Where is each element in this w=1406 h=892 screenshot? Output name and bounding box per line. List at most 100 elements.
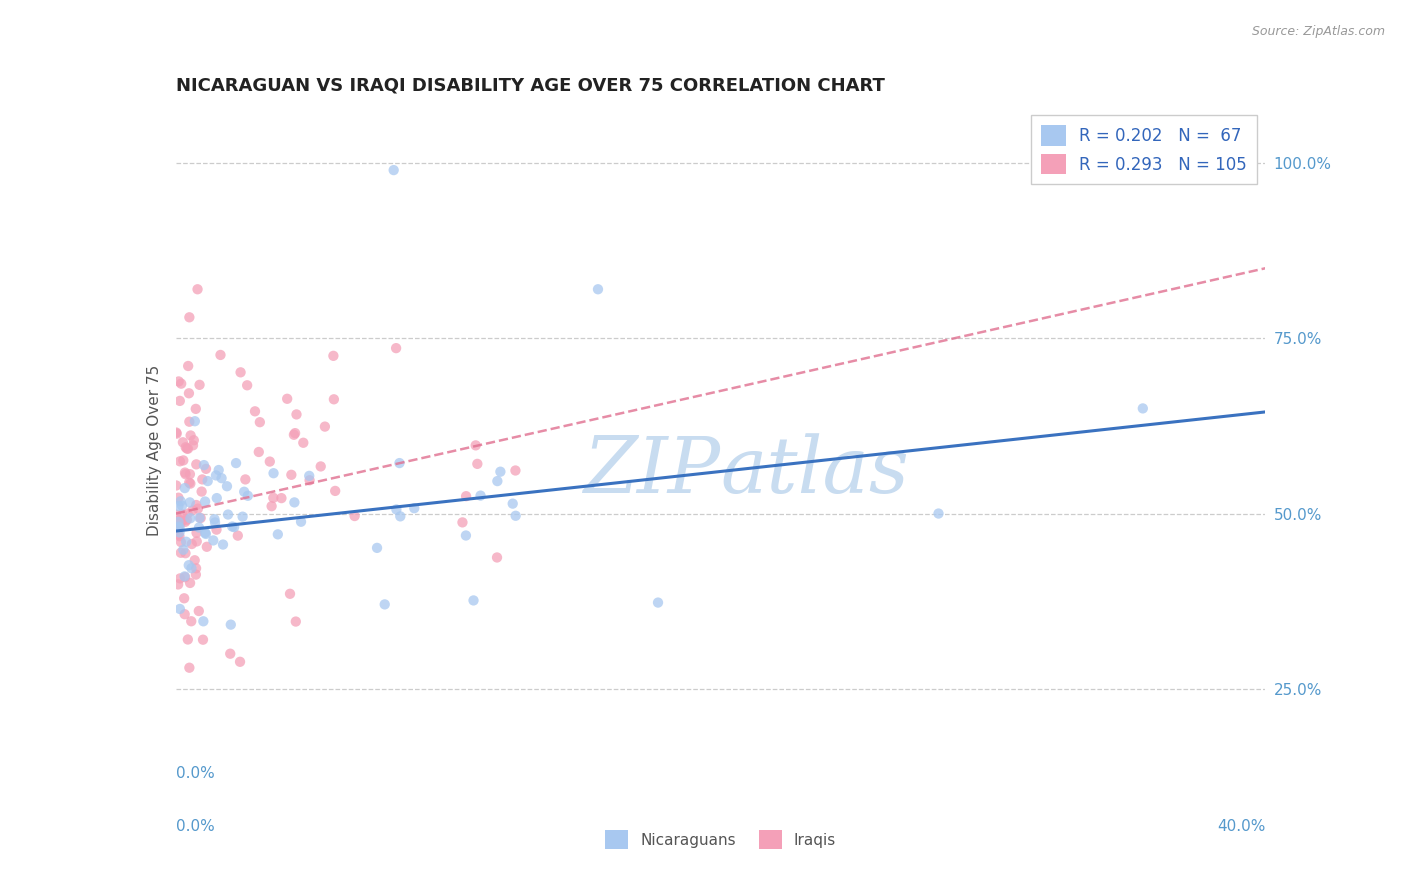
Iraqis xyxy=(184,561,207,575)
Nicaraguans xyxy=(205,491,228,505)
Iraqis xyxy=(173,591,195,606)
Iraqis xyxy=(174,466,197,480)
Iraqis xyxy=(167,577,190,591)
Nicaraguans xyxy=(404,501,426,516)
Iraqis xyxy=(169,513,191,527)
Iraqis xyxy=(174,546,197,560)
Iraqis xyxy=(170,546,193,560)
Iraqis xyxy=(219,647,242,661)
Iraqis xyxy=(188,377,211,392)
Nicaraguans xyxy=(225,456,247,470)
Nicaraguans xyxy=(470,489,492,503)
Iraqis xyxy=(235,472,257,486)
Nicaraguans xyxy=(193,458,215,472)
Iraqis xyxy=(314,419,336,434)
Nicaraguans xyxy=(263,467,285,481)
Iraqis xyxy=(247,445,270,459)
Text: NICARAGUAN VS IRAQI DISABILITY AGE OVER 75 CORRELATION CHART: NICARAGUAN VS IRAQI DISABILITY AGE OVER … xyxy=(176,77,884,95)
Iraqis xyxy=(176,507,198,521)
Nicaraguans xyxy=(219,617,242,632)
Iraqis xyxy=(186,498,208,512)
Iraqis xyxy=(176,513,198,527)
Iraqis xyxy=(173,607,195,622)
Iraqis xyxy=(276,392,298,406)
Iraqis xyxy=(243,404,266,418)
Iraqis xyxy=(190,484,212,499)
Iraqis xyxy=(284,426,307,441)
Iraqis xyxy=(298,473,321,487)
Nicaraguans xyxy=(236,489,259,503)
Iraqis xyxy=(179,415,201,429)
Iraqis xyxy=(169,529,191,543)
Iraqis xyxy=(180,537,202,551)
Iraqis xyxy=(260,499,283,513)
Iraqis xyxy=(169,516,191,531)
Nicaraguans xyxy=(173,481,195,495)
Iraqis xyxy=(174,515,197,529)
Iraqis xyxy=(323,483,346,498)
Nicaraguans xyxy=(202,533,225,548)
Nicaraguans xyxy=(177,558,200,573)
Iraqis xyxy=(280,467,302,482)
Nicaraguans xyxy=(211,471,233,485)
Nicaraguans xyxy=(283,495,305,509)
Iraqis xyxy=(170,535,193,549)
Iraqis xyxy=(195,462,218,476)
Nicaraguans xyxy=(174,534,197,549)
Iraqis xyxy=(186,458,208,472)
Iraqis xyxy=(309,459,332,474)
Nicaraguans xyxy=(463,593,485,607)
Iraqis xyxy=(229,365,252,379)
Iraqis xyxy=(205,523,228,537)
Iraqis xyxy=(183,553,205,567)
Iraqis xyxy=(226,528,249,542)
Text: 40.0%: 40.0% xyxy=(1218,819,1265,834)
Iraqis xyxy=(174,440,197,454)
Iraqis xyxy=(177,386,200,401)
Nicaraguans xyxy=(184,414,207,428)
Iraqis xyxy=(172,514,194,528)
Iraqis xyxy=(184,567,207,582)
Nicaraguans xyxy=(208,463,231,477)
Iraqis xyxy=(174,570,197,584)
Nicaraguans xyxy=(205,468,228,483)
Iraqis xyxy=(186,282,209,296)
Iraqis xyxy=(236,378,259,392)
Iraqis xyxy=(169,571,191,585)
Iraqis xyxy=(322,349,344,363)
Nicaraguans xyxy=(169,525,191,540)
Iraqis xyxy=(180,428,202,442)
Nicaraguans xyxy=(197,474,219,488)
Nicaraguans xyxy=(194,494,217,508)
Iraqis xyxy=(186,525,208,540)
Iraqis xyxy=(464,438,486,452)
Iraqis xyxy=(174,467,197,482)
Nicaraguans xyxy=(194,525,217,540)
Iraqis xyxy=(167,527,190,541)
Legend: Nicaraguans, Iraqis: Nicaraguans, Iraqis xyxy=(599,824,842,855)
Iraqis xyxy=(190,511,212,525)
Iraqis xyxy=(179,310,201,325)
Nicaraguans xyxy=(179,495,201,509)
Iraqis xyxy=(177,632,200,647)
Nicaraguans xyxy=(298,468,321,483)
Iraqis xyxy=(259,454,281,468)
Iraqis xyxy=(169,454,191,468)
Nicaraguans xyxy=(169,520,191,534)
Iraqis xyxy=(292,435,315,450)
Iraqis xyxy=(179,467,201,482)
Text: 0.0%: 0.0% xyxy=(176,766,215,781)
Nicaraguans xyxy=(204,512,226,526)
Iraqis xyxy=(169,393,191,408)
Nicaraguans xyxy=(179,511,201,525)
Nicaraguans xyxy=(486,474,509,488)
Iraqis xyxy=(283,427,305,442)
Iraqis xyxy=(172,508,194,522)
Iraqis xyxy=(191,632,214,647)
Iraqis xyxy=(486,550,509,565)
Iraqis xyxy=(467,457,489,471)
Nicaraguans xyxy=(188,511,211,525)
Iraqis xyxy=(385,341,408,355)
Nicaraguans xyxy=(389,509,412,524)
Nicaraguans xyxy=(204,516,226,530)
